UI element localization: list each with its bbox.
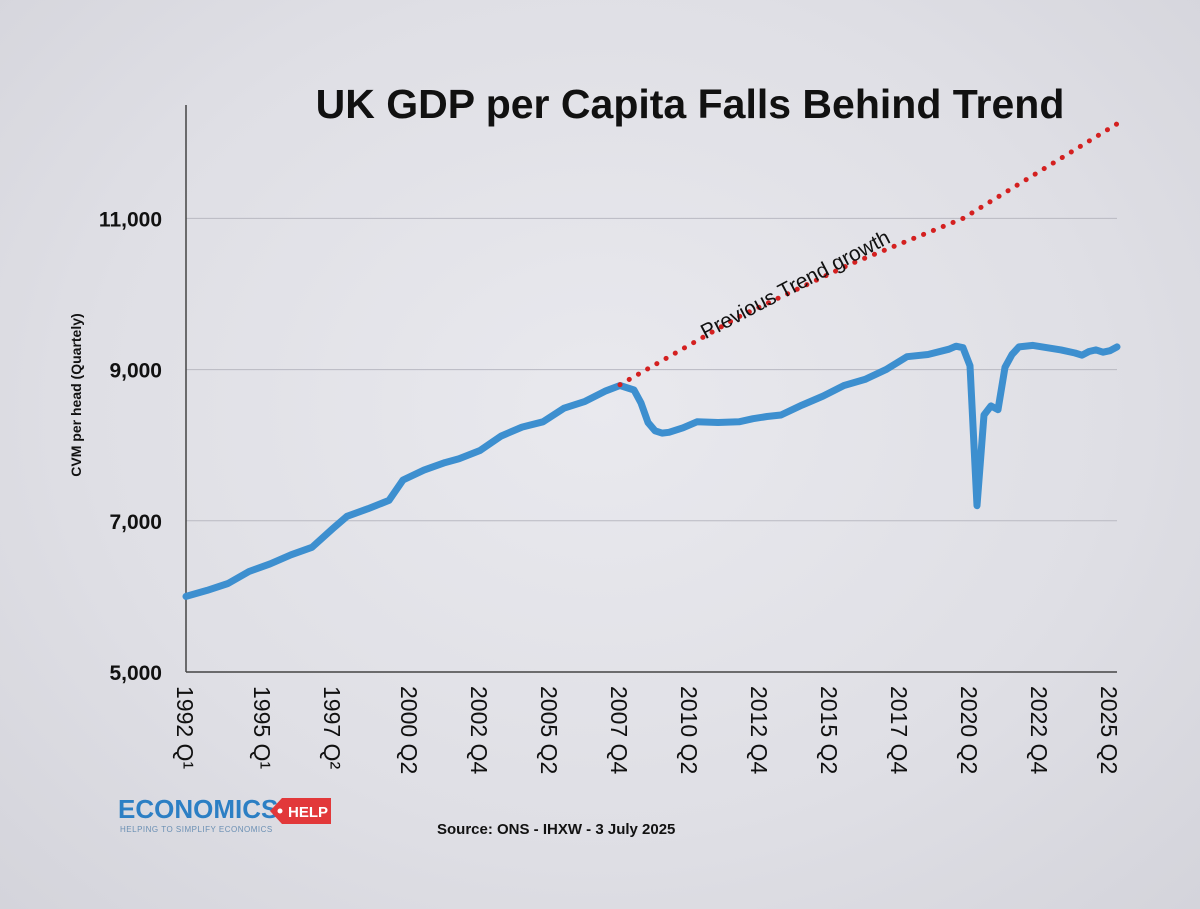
x-tick-label: 2007 Q4: [606, 686, 632, 774]
source-note: Source: ONS - IHXW - 3 July 2025: [437, 821, 675, 838]
x-tick-label: 1995 Q¹: [249, 686, 275, 769]
y-tick-label: 7,000: [109, 511, 162, 534]
help-tag-icon: [270, 798, 331, 824]
logo-wordmark: ECONOMICS: [118, 794, 278, 824]
x-tick-label: 2012 Q4: [746, 686, 772, 774]
x-tick-label: 2005 Q2: [536, 686, 562, 774]
x-tick-label: 2020 Q2: [956, 686, 982, 774]
series-group: [182, 121, 1121, 600]
logo-badge-text: HELP: [288, 804, 328, 821]
x-tick-labels: 1992 Q¹ 1995 Q¹ 1997 Q² 2000 Q2 2002 Q4 2005 …: [172, 686, 1122, 774]
x-tick-label: 2025 Q2: [1096, 686, 1122, 774]
x-tick-label: 2017 Q4: [886, 686, 912, 774]
logo-tagline: HELPING TO SIMPLIFY ECONOMICS: [120, 825, 273, 834]
x-tick-label: 2010 Q2: [676, 686, 702, 774]
x-tick-label: 2022 Q4: [1026, 686, 1052, 774]
y-tick-labels: 5,000 7,000 9,000 11,000: [99, 208, 162, 685]
gdp-line: [182, 341, 1121, 600]
economics-help-logo: ECONOMICS HELP HELPING TO SIMPLIFY ECONO…: [118, 794, 331, 834]
x-tick-label: 1997 Q²: [319, 686, 345, 769]
y-axis-label: CVM per head (Quartely): [68, 313, 84, 476]
trend-annotation: Previous Trend growth: [697, 226, 894, 344]
y-tick-label: 5,000: [109, 662, 162, 685]
chart-title: UK GDP per Capita Falls Behind Trend: [316, 81, 1065, 127]
y-tick-label: 9,000: [109, 360, 162, 383]
x-tick-label: 1992 Q¹: [172, 686, 198, 769]
x-tick-label: 2002 Q4: [466, 686, 492, 774]
x-tick-label: 2000 Q2: [396, 686, 422, 774]
y-tick-label: 11,000: [99, 208, 162, 231]
x-tick-label: 2015 Q2: [816, 686, 842, 774]
